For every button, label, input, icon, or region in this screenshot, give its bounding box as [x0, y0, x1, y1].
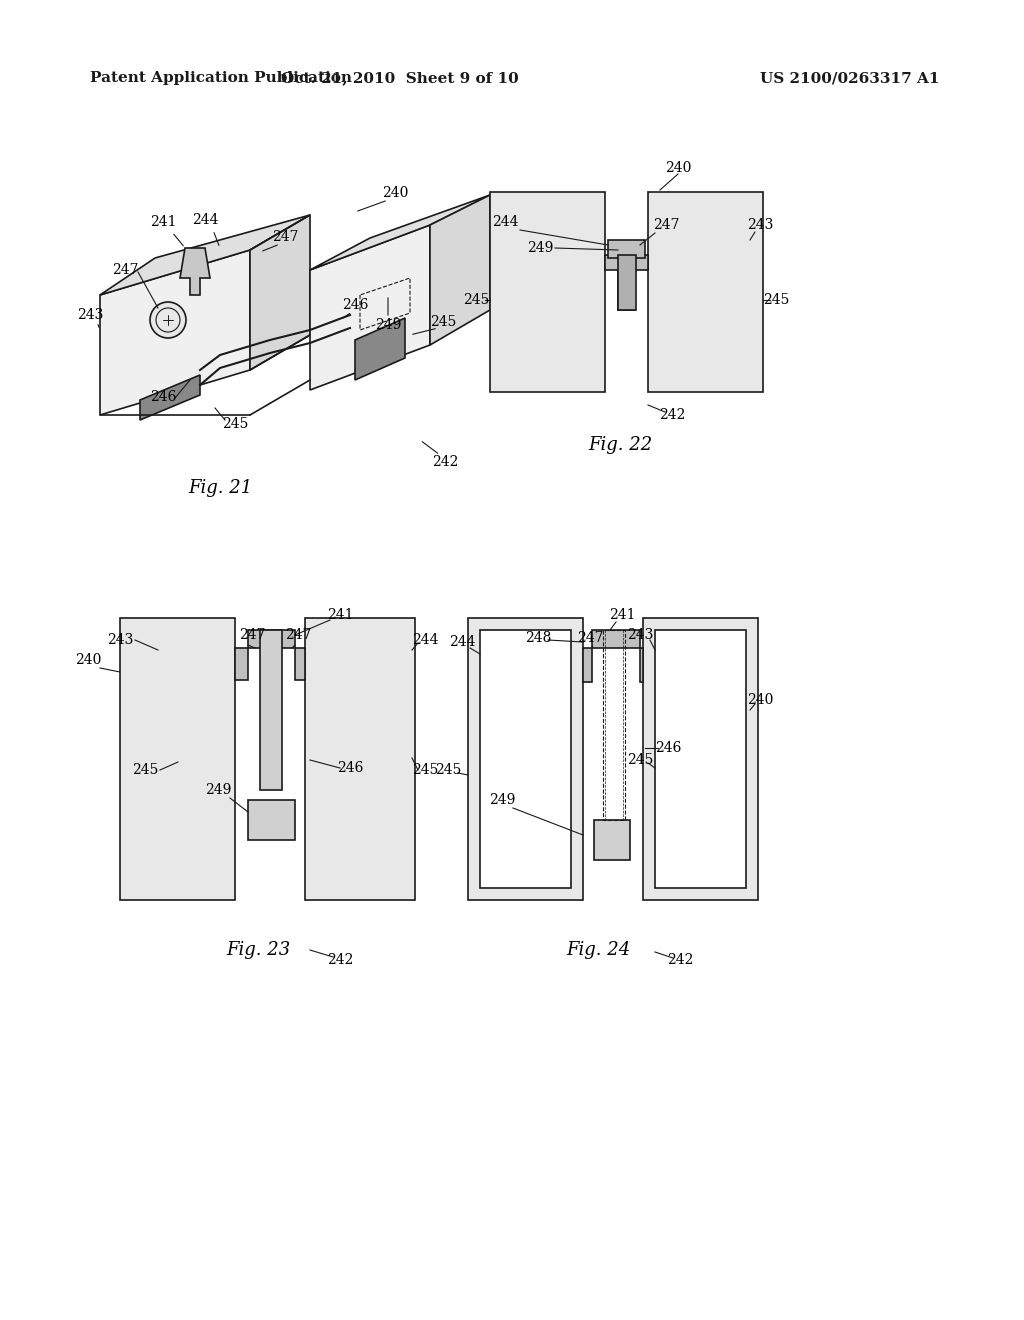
Polygon shape: [100, 215, 310, 294]
Text: 245: 245: [132, 763, 158, 777]
Text: 245: 245: [412, 763, 438, 777]
Polygon shape: [608, 240, 645, 257]
Text: 244: 244: [412, 634, 438, 647]
Text: 247: 247: [112, 263, 138, 277]
Polygon shape: [180, 248, 210, 294]
Polygon shape: [480, 630, 571, 888]
Polygon shape: [605, 255, 648, 310]
Text: 247: 247: [285, 628, 311, 642]
Polygon shape: [490, 191, 605, 392]
Text: 245: 245: [435, 763, 461, 777]
Text: 241: 241: [608, 609, 635, 622]
Text: 241: 241: [150, 215, 176, 228]
Text: Fig. 24: Fig. 24: [566, 941, 630, 960]
Polygon shape: [655, 630, 746, 888]
Text: 247: 247: [577, 631, 603, 645]
Polygon shape: [248, 800, 295, 840]
Text: Fig. 22: Fig. 22: [588, 436, 652, 454]
Text: US 2100/0263317 A1: US 2100/0263317 A1: [760, 71, 939, 84]
Text: Fig. 23: Fig. 23: [226, 941, 290, 960]
Polygon shape: [648, 191, 763, 392]
Text: 244: 244: [449, 635, 475, 649]
Polygon shape: [355, 318, 406, 380]
Text: 244: 244: [492, 215, 518, 228]
Text: 246: 246: [150, 389, 176, 404]
Text: 247: 247: [652, 218, 679, 232]
Text: 249: 249: [205, 783, 231, 797]
Polygon shape: [310, 224, 430, 389]
Polygon shape: [618, 255, 636, 310]
Polygon shape: [260, 630, 282, 789]
Polygon shape: [468, 618, 583, 900]
Polygon shape: [248, 630, 295, 648]
Polygon shape: [583, 648, 592, 682]
Polygon shape: [234, 648, 248, 680]
Text: 240: 240: [746, 693, 773, 708]
Circle shape: [150, 302, 186, 338]
Text: 247: 247: [271, 230, 298, 244]
Text: 249: 249: [526, 242, 553, 255]
Polygon shape: [100, 249, 250, 414]
Text: 243: 243: [77, 308, 103, 322]
Text: 246: 246: [342, 298, 369, 312]
Text: 242: 242: [667, 953, 693, 968]
Polygon shape: [295, 648, 305, 680]
Text: 243: 243: [627, 628, 653, 642]
Text: 249: 249: [375, 318, 401, 333]
Polygon shape: [310, 195, 490, 271]
Text: 246: 246: [337, 762, 364, 775]
Text: 243: 243: [106, 634, 133, 647]
Text: 246: 246: [654, 741, 681, 755]
Text: 248: 248: [525, 631, 551, 645]
Text: 240: 240: [665, 161, 691, 176]
Text: 241: 241: [327, 609, 353, 622]
Text: 240: 240: [382, 186, 409, 201]
Polygon shape: [430, 195, 490, 345]
Text: 245: 245: [763, 293, 790, 308]
Polygon shape: [640, 648, 643, 682]
Text: 245: 245: [627, 752, 653, 767]
Text: 245: 245: [222, 417, 248, 432]
Text: 242: 242: [658, 408, 685, 422]
Text: Fig. 21: Fig. 21: [187, 479, 252, 498]
Text: 249: 249: [488, 793, 515, 807]
Polygon shape: [594, 820, 630, 861]
Text: 242: 242: [327, 953, 353, 968]
Polygon shape: [140, 375, 200, 420]
Text: 242: 242: [432, 455, 458, 469]
Text: 240: 240: [75, 653, 101, 667]
Text: Oct. 21, 2010  Sheet 9 of 10: Oct. 21, 2010 Sheet 9 of 10: [282, 71, 519, 84]
Polygon shape: [592, 630, 640, 648]
Text: Patent Application Publication: Patent Application Publication: [90, 71, 352, 84]
Text: 245: 245: [430, 315, 456, 329]
Text: 243: 243: [746, 218, 773, 232]
Polygon shape: [250, 215, 310, 370]
Polygon shape: [120, 618, 234, 900]
Text: 247: 247: [239, 628, 265, 642]
Polygon shape: [643, 618, 758, 900]
Text: 245: 245: [463, 293, 489, 308]
Polygon shape: [305, 618, 415, 900]
Text: 244: 244: [191, 213, 218, 227]
